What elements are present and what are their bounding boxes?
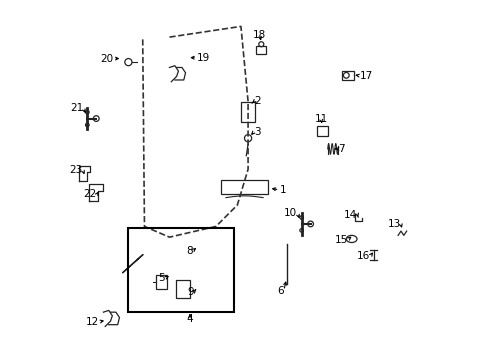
Text: 23: 23 — [69, 165, 82, 175]
Text: 12: 12 — [85, 317, 99, 327]
Bar — [256, 46, 266, 54]
Text: 5: 5 — [158, 273, 164, 283]
Text: 20: 20 — [100, 54, 113, 64]
Text: 18: 18 — [253, 30, 266, 40]
Text: 4: 4 — [186, 314, 193, 324]
Text: 10: 10 — [284, 208, 297, 218]
Text: 2: 2 — [254, 96, 260, 107]
Bar — [241, 102, 255, 122]
Text: 9: 9 — [187, 287, 193, 297]
Text: 6: 6 — [277, 286, 283, 296]
Bar — [176, 280, 190, 298]
Text: 16: 16 — [356, 251, 369, 261]
Text: 22: 22 — [83, 189, 97, 199]
Text: 11: 11 — [314, 113, 327, 123]
Text: 14: 14 — [344, 210, 357, 220]
Bar — [156, 275, 166, 289]
Text: 1: 1 — [279, 185, 285, 195]
Text: 3: 3 — [254, 127, 260, 137]
Text: 19: 19 — [197, 53, 210, 63]
Bar — [341, 71, 354, 80]
Text: 13: 13 — [386, 219, 400, 229]
Text: 7: 7 — [337, 144, 344, 154]
Text: 8: 8 — [186, 246, 192, 256]
Text: 21: 21 — [70, 103, 83, 113]
Bar — [128, 228, 233, 312]
Text: 17: 17 — [359, 71, 372, 81]
Bar — [316, 126, 327, 136]
Bar — [221, 180, 267, 194]
Text: 15: 15 — [334, 235, 347, 245]
